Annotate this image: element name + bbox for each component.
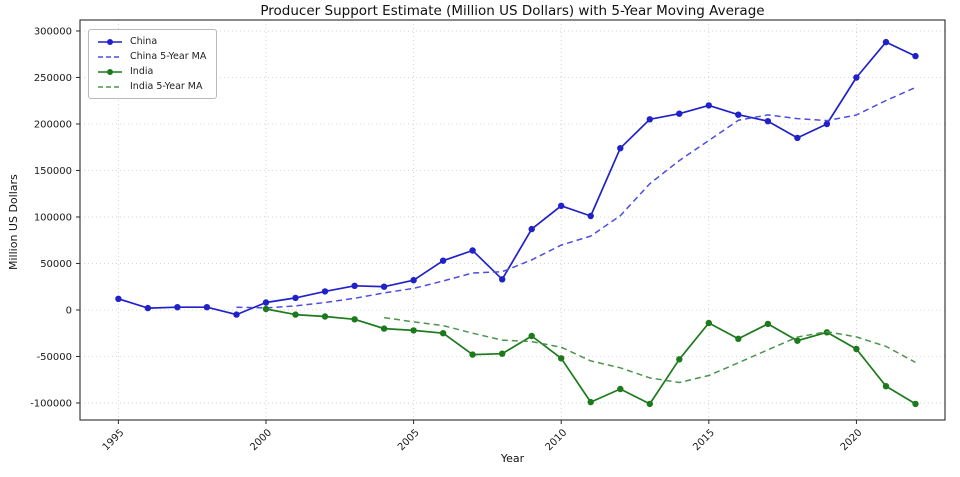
y-tick-label--100000: -100000 (30, 398, 72, 409)
legend-line-marker-sample (98, 68, 122, 75)
axes-frame (79, 19, 946, 421)
series-line-china (118, 41, 916, 316)
data-point-india-2020 (853, 345, 860, 353)
legend-label: India (130, 66, 154, 77)
x-tick-label-2015: 2015 (691, 427, 717, 453)
data-point-china-2006 (439, 257, 447, 264)
chart-title: Producer Support Estimate (Million US Do… (260, 3, 765, 19)
x-axis-label: Year (500, 452, 525, 465)
y-tick-label-200000: 200000 (34, 119, 72, 130)
y-tick-label-100000: 100000 (34, 212, 72, 223)
series-line-china-5-year-ma (236, 86, 916, 309)
data-point-india-2000 (262, 305, 270, 313)
data-point-china-2008 (499, 276, 506, 283)
data-point-china-2010 (558, 202, 565, 209)
legend-label: China (130, 36, 158, 47)
x-tick-label-2010: 2010 (544, 427, 570, 453)
data-point-india-2001 (292, 311, 299, 318)
data-point-india-2006 (439, 330, 447, 337)
data-point-china-2022 (912, 52, 919, 60)
data-point-india-2009 (528, 332, 535, 340)
y-tick-label-300000: 300000 (34, 26, 72, 37)
data-point-china-1999 (233, 311, 240, 318)
data-point-india-2013 (646, 400, 653, 408)
legend-item-india-ma: India 5-Year MA (97, 80, 206, 93)
y-tick-label-50000: 50000 (40, 259, 72, 270)
data-point-china-1995 (115, 295, 122, 302)
x-tick-label-2020: 2020 (839, 427, 865, 453)
data-point-india-2003 (351, 316, 358, 323)
data-point-china-2001 (292, 294, 299, 302)
x-tick-label-1995: 1995 (101, 427, 127, 453)
y-tick-label-0: 0 (66, 305, 72, 316)
data-point-china-2016 (735, 111, 742, 118)
data-point-china-1996 (144, 304, 152, 312)
data-point-china-2020 (853, 74, 860, 81)
data-point-china-2002 (321, 288, 329, 295)
y-tick-label-150000: 150000 (34, 166, 72, 177)
data-point-india-2022 (912, 400, 919, 408)
legend-label: India 5-Year MA (130, 81, 203, 92)
legend-line-marker-sample (98, 38, 122, 45)
data-point-india-2008 (499, 350, 506, 357)
legend-item-china: China (97, 35, 206, 48)
data-point-china-2000 (262, 299, 270, 306)
data-point-india-2005 (410, 327, 417, 334)
data-point-china-2003 (351, 282, 358, 289)
data-point-china-2014 (676, 110, 683, 117)
y-tick-label--50000: -50000 (37, 352, 72, 363)
series-line-india (265, 308, 916, 405)
data-point-india-2018 (794, 337, 801, 344)
data-point-china-2005 (410, 277, 417, 284)
data-point-china-2018 (794, 134, 801, 142)
data-point-india-2021 (882, 383, 890, 390)
data-point-india-2002 (321, 313, 329, 320)
legend-item-india: India (97, 65, 206, 78)
legend-item-china-ma: China 5-Year MA (97, 50, 206, 63)
data-point-india-2004 (380, 325, 388, 332)
y-axis-label: Million US Dollars (7, 174, 20, 271)
series-line-india-5-year-ma (383, 316, 916, 384)
data-point-india-2016 (735, 335, 742, 342)
data-point-china-2007 (469, 247, 476, 254)
data-point-china-2009 (528, 225, 535, 233)
x-tick-label-2000: 2000 (248, 427, 274, 453)
data-point-india-2017 (764, 320, 772, 328)
data-point-india-2015 (705, 319, 712, 327)
legend-label: China 5-Year MA (130, 51, 207, 62)
data-point-china-2011 (587, 212, 594, 220)
y-tick-label-250000: 250000 (34, 73, 72, 84)
data-point-india-2012 (617, 385, 624, 393)
data-point-china-1997 (174, 304, 181, 311)
legend-dashed-line-sample (98, 55, 122, 58)
data-point-china-2015 (705, 102, 712, 109)
data-point-china-1998 (203, 304, 211, 311)
data-point-china-2013 (646, 116, 653, 123)
data-point-india-2014 (676, 356, 683, 363)
data-point-china-2004 (380, 283, 388, 290)
data-point-china-2017 (764, 118, 772, 125)
data-point-china-2021 (882, 38, 890, 46)
data-point-india-2010 (558, 355, 565, 362)
data-point-india-2011 (587, 398, 594, 406)
data-point-india-2007 (469, 351, 476, 358)
data-point-china-2019 (823, 120, 831, 128)
legend: China China 5-Year MA India India 5-Year… (88, 29, 218, 99)
data-point-china-2012 (617, 145, 624, 152)
legend-dashed-line-sample (98, 85, 122, 88)
x-tick-label-2005: 2005 (396, 427, 422, 453)
